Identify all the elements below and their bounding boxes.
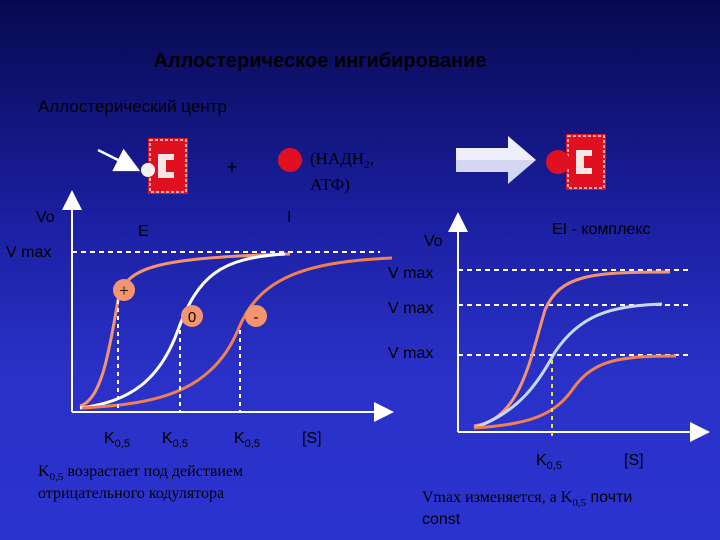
marker-plus (113, 279, 135, 301)
left-caption-line1: K0,5 возрастает под действием (38, 463, 243, 483)
right-chart: Vo EI - комплекс V max V max V max K0,5 … (388, 212, 710, 528)
right-vo-label: Vo (424, 233, 443, 250)
marker-minus-label: - (254, 309, 259, 326)
curve-activated (79, 252, 291, 408)
inhibitor-icon (278, 148, 302, 172)
curve-label-i: I (287, 209, 291, 226)
inhibitor-label-line1: (НАДН2, (310, 149, 374, 171)
right-curve-top (473, 270, 671, 428)
right-caption-line2: const (422, 511, 461, 528)
plus-sign: + (227, 157, 238, 177)
left-x-label: [S] (302, 430, 322, 447)
inhibitor-label-line2: АТФ) (310, 175, 350, 194)
marker-zero-label: 0 (188, 309, 196, 326)
marker-zero (181, 305, 203, 327)
pointer-arrow (97, 148, 141, 172)
curve-label-e: E (138, 223, 149, 240)
right-curve-middle (473, 302, 663, 430)
right-vmax-label-1: V max (388, 265, 433, 282)
k-label-1: K0,5 (104, 430, 130, 450)
marker-minus (245, 305, 267, 327)
ei-complex-label: EI - комплекс (552, 221, 651, 238)
left-chart: Vo V max E I + 0 - K0,5 K0,5 K0,5 [S] K0… (6, 190, 394, 502)
enzyme-icon (141, 138, 188, 194)
transform-arrow (456, 136, 536, 184)
left-vo-label: Vo (36, 209, 55, 226)
page-title: Аллостерическое ингибирование (153, 50, 487, 72)
ei-complex-icon (546, 134, 606, 190)
right-vmax-label-2: V max (388, 300, 433, 317)
left-vmax-label: V max (6, 244, 51, 261)
allosteric-center-label: Аллостерический центр (38, 97, 227, 116)
curve-normal (79, 252, 286, 410)
k-label-3: K0,5 (234, 430, 260, 450)
k-label-2: K0,5 (162, 430, 188, 450)
marker-plus-label: + (119, 281, 129, 300)
right-curve-bottom (473, 354, 677, 430)
right-x-label: [S] (624, 452, 644, 469)
right-k-label: K0,5 (536, 452, 562, 472)
right-vmax-label-3: V max (388, 345, 433, 362)
right-caption-line1: Vmax изменяется, а K0,5 почти (422, 489, 632, 509)
left-caption-line2: отрицательного кодулятора (38, 485, 224, 502)
curve-inhibited (81, 256, 393, 410)
